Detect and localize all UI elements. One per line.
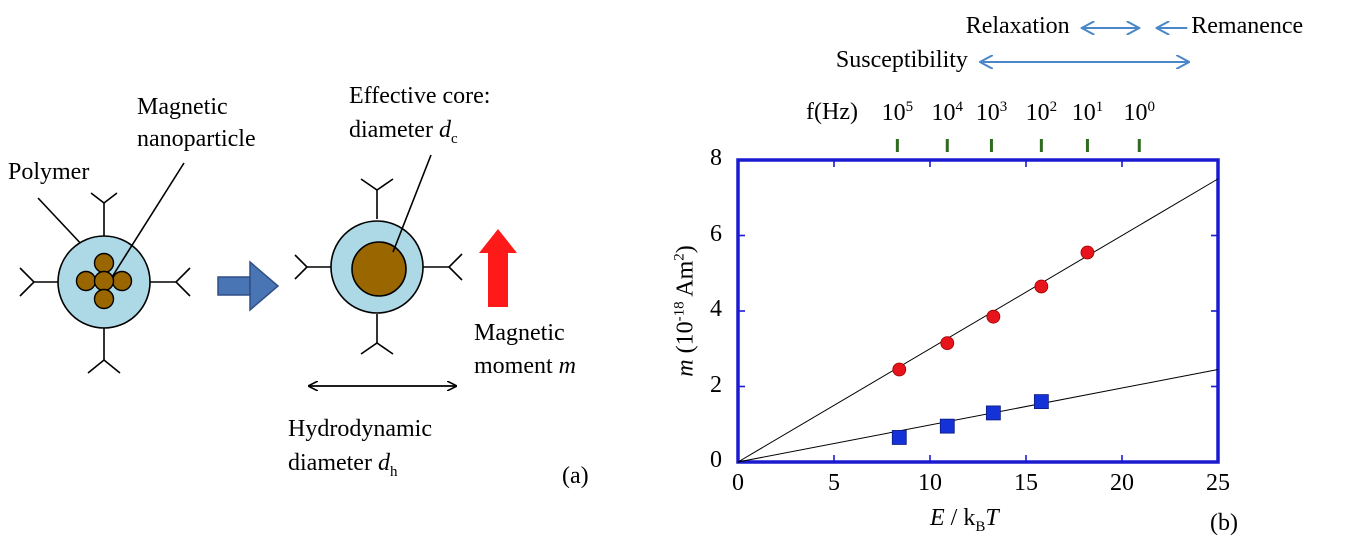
- data-point-circle: [1034, 279, 1049, 294]
- core-label-line1: Effective core:: [349, 83, 491, 109]
- regime-arrows: [980, 28, 1189, 62]
- hydro-label-line2: diameter dh: [288, 450, 397, 481]
- fit-line: [737, 178, 1219, 463]
- y-axis-unit-exponent: 2: [671, 253, 688, 261]
- frequency-tick-label: 102: [1026, 99, 1058, 128]
- x-tick-label: 25: [1206, 470, 1230, 496]
- core-subscript: c: [450, 130, 458, 147]
- y-axis-label: m (10-18 Am2): [672, 245, 701, 377]
- y-tick-label: 0: [710, 447, 722, 473]
- nanoparticle-cores: [75, 252, 133, 310]
- hydro-symbol: d: [377, 450, 390, 476]
- frequency-base: 10: [1025, 100, 1050, 126]
- x-axis-subscript: B: [975, 518, 986, 535]
- frequency-exponent: 5: [905, 99, 914, 115]
- moment-label-text: moment: [474, 353, 559, 379]
- effective-core: [351, 241, 407, 297]
- data-points: [891, 245, 1095, 445]
- data-point-circle: [940, 336, 955, 350]
- polymer-label: Polymer: [8, 159, 90, 185]
- axis-ticks: [737, 159, 1219, 463]
- x-tick-label: 0: [732, 470, 744, 496]
- frequency-exponent: 1: [1095, 99, 1104, 115]
- nanoparticle-label-line2: nanoparticle: [137, 126, 256, 152]
- core-label-line2: diameter dc: [349, 117, 458, 148]
- x-tick-label: 5: [828, 470, 840, 496]
- nanoparticle-leader-line: [111, 162, 185, 278]
- core-label-text: diameter: [349, 117, 439, 143]
- y-tick-label: 4: [710, 296, 722, 322]
- x-axis-T: T: [985, 505, 999, 531]
- panel-label-b: (b): [1210, 510, 1238, 536]
- frequency-base: 10: [975, 100, 1000, 126]
- data-point-square: [939, 418, 955, 434]
- frequency-axis-label: f(Hz): [806, 99, 858, 125]
- frequency-base: 10: [931, 100, 956, 126]
- y-tick-label: 6: [710, 220, 722, 247]
- frequency-exponent: 4: [955, 99, 964, 115]
- fit-line: [737, 369, 1219, 463]
- regime-label: Relaxation: [965, 13, 1070, 39]
- polymer-ligands-left: [19, 192, 191, 374]
- hydro-subscript: h: [389, 463, 398, 480]
- nanoparticle-diagram: [19, 154, 517, 542]
- frequency-base: 10: [881, 100, 906, 126]
- regime-label: Susceptibility: [835, 47, 968, 73]
- polymer-ligands-right: [294, 178, 463, 355]
- data-point-square: [985, 405, 1001, 421]
- data-point-circle: [986, 309, 1001, 324]
- hydro-label-text: diameter: [288, 450, 378, 476]
- fit-lines: [737, 178, 1219, 463]
- magnetic-moment-arrow: [479, 229, 517, 307]
- nanoparticle-label-line1: Magnetic: [137, 94, 228, 120]
- core-symbol: d: [438, 117, 451, 143]
- frequency-tick-label: 105: [882, 99, 914, 128]
- panel-label-a: (a): [562, 463, 589, 489]
- frequency-exponent: 2: [1049, 99, 1058, 115]
- x-axis-label: E / kBT: [930, 505, 999, 536]
- data-point-circle: [1080, 245, 1095, 260]
- frequency-tick-label: 103: [976, 99, 1008, 128]
- frequency-tick-label: 101: [1072, 99, 1104, 128]
- y-axis-exponent: -18: [671, 301, 688, 322]
- hydro-label-line1: Hydrodynamic: [288, 416, 432, 442]
- data-point-square: [891, 430, 907, 445]
- frequency-ticks: [895, 139, 1141, 152]
- frequency-tick-label: 100: [1124, 99, 1156, 128]
- moment-symbol: m: [558, 353, 576, 379]
- frequency-exponent: 0: [1147, 99, 1156, 115]
- frequency-exponent: 3: [999, 99, 1008, 115]
- moment-label-line1: Magnetic: [474, 320, 565, 346]
- moment-label-line2: moment m: [474, 353, 576, 381]
- data-point-square: [1033, 394, 1049, 410]
- process-arrow: [217, 260, 280, 312]
- y-tick-label: 2: [710, 371, 722, 398]
- regime-label: Remanence: [1191, 13, 1304, 39]
- x-tick-label: 20: [1110, 470, 1134, 496]
- x-axis-symbol: E: [930, 505, 945, 531]
- frequency-base: 10: [1123, 100, 1148, 126]
- y-tick-label: 8: [710, 145, 722, 171]
- core-leader-line: [392, 154, 432, 253]
- y-axis-text-2: Am: [672, 260, 699, 302]
- y-axis-symbol: m: [672, 359, 699, 377]
- x-axis-text: / k: [944, 505, 976, 531]
- data-point-circle: [892, 362, 907, 377]
- y-axis-text-1: (10: [672, 321, 699, 360]
- frequency-tick-label: 104: [932, 99, 964, 128]
- x-tick-label: 15: [1014, 470, 1038, 496]
- frequency-base: 10: [1071, 100, 1096, 126]
- y-axis-text-3: ): [672, 245, 699, 254]
- plot-frame: [736, 158, 1220, 464]
- x-tick-label: 10: [918, 470, 942, 496]
